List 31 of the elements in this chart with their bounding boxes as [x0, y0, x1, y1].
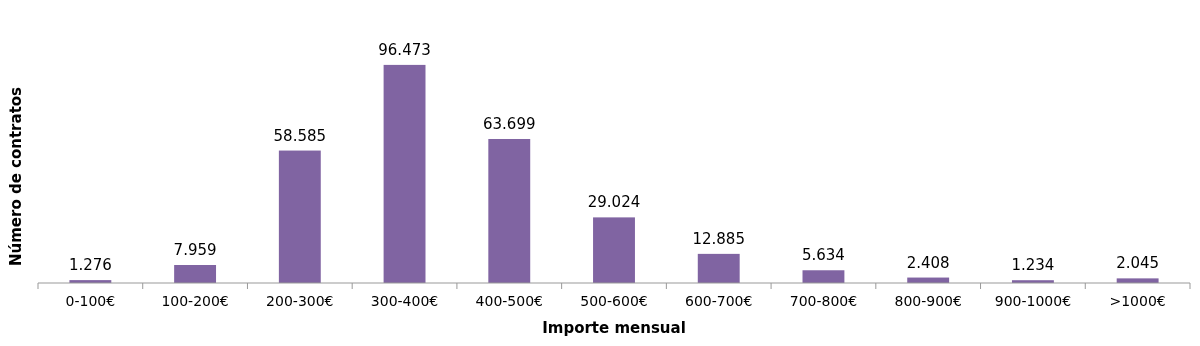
- x-tick-label: 0-100€: [65, 293, 116, 309]
- bar: [802, 270, 845, 283]
- data-label: 58.585: [273, 126, 327, 145]
- x-tick-label: >1000€: [1109, 293, 1166, 309]
- x-tick-label: 200-300€: [266, 293, 334, 309]
- bar: [488, 138, 531, 283]
- x-tick-label: 300-400€: [370, 293, 439, 309]
- bar: [593, 217, 635, 283]
- data-label: 5.634: [801, 246, 845, 265]
- data-label: 29.024: [587, 193, 641, 212]
- bar: [174, 265, 217, 283]
- x-tick-label: 600-700€: [685, 293, 753, 309]
- bar: [697, 253, 740, 283]
- x-tick-label: 700-800€: [789, 293, 858, 309]
- x-tick-label: 500-600€: [580, 293, 648, 309]
- bar: [383, 64, 426, 283]
- x-tick-label: 100-200€: [161, 293, 229, 309]
- data-label: 2.045: [1116, 254, 1160, 273]
- data-label: 7.959: [173, 241, 217, 260]
- x-axis-title: Importe mensual: [542, 319, 686, 337]
- data-label: 1.234: [1011, 256, 1055, 275]
- x-tick-label: 800-900€: [894, 293, 962, 309]
- x-tick-label: 900-1000€: [994, 293, 1072, 309]
- data-label: 63.699: [483, 114, 536, 133]
- data-label: 96.473: [378, 40, 431, 59]
- data-label: 12.885: [692, 229, 745, 248]
- data-label: 1.276: [68, 256, 112, 275]
- data-label: 2.408: [906, 253, 950, 272]
- x-tick-label: 400-500€: [475, 293, 543, 309]
- y-axis-title: Número de contratos: [7, 86, 25, 267]
- bar: [278, 150, 321, 283]
